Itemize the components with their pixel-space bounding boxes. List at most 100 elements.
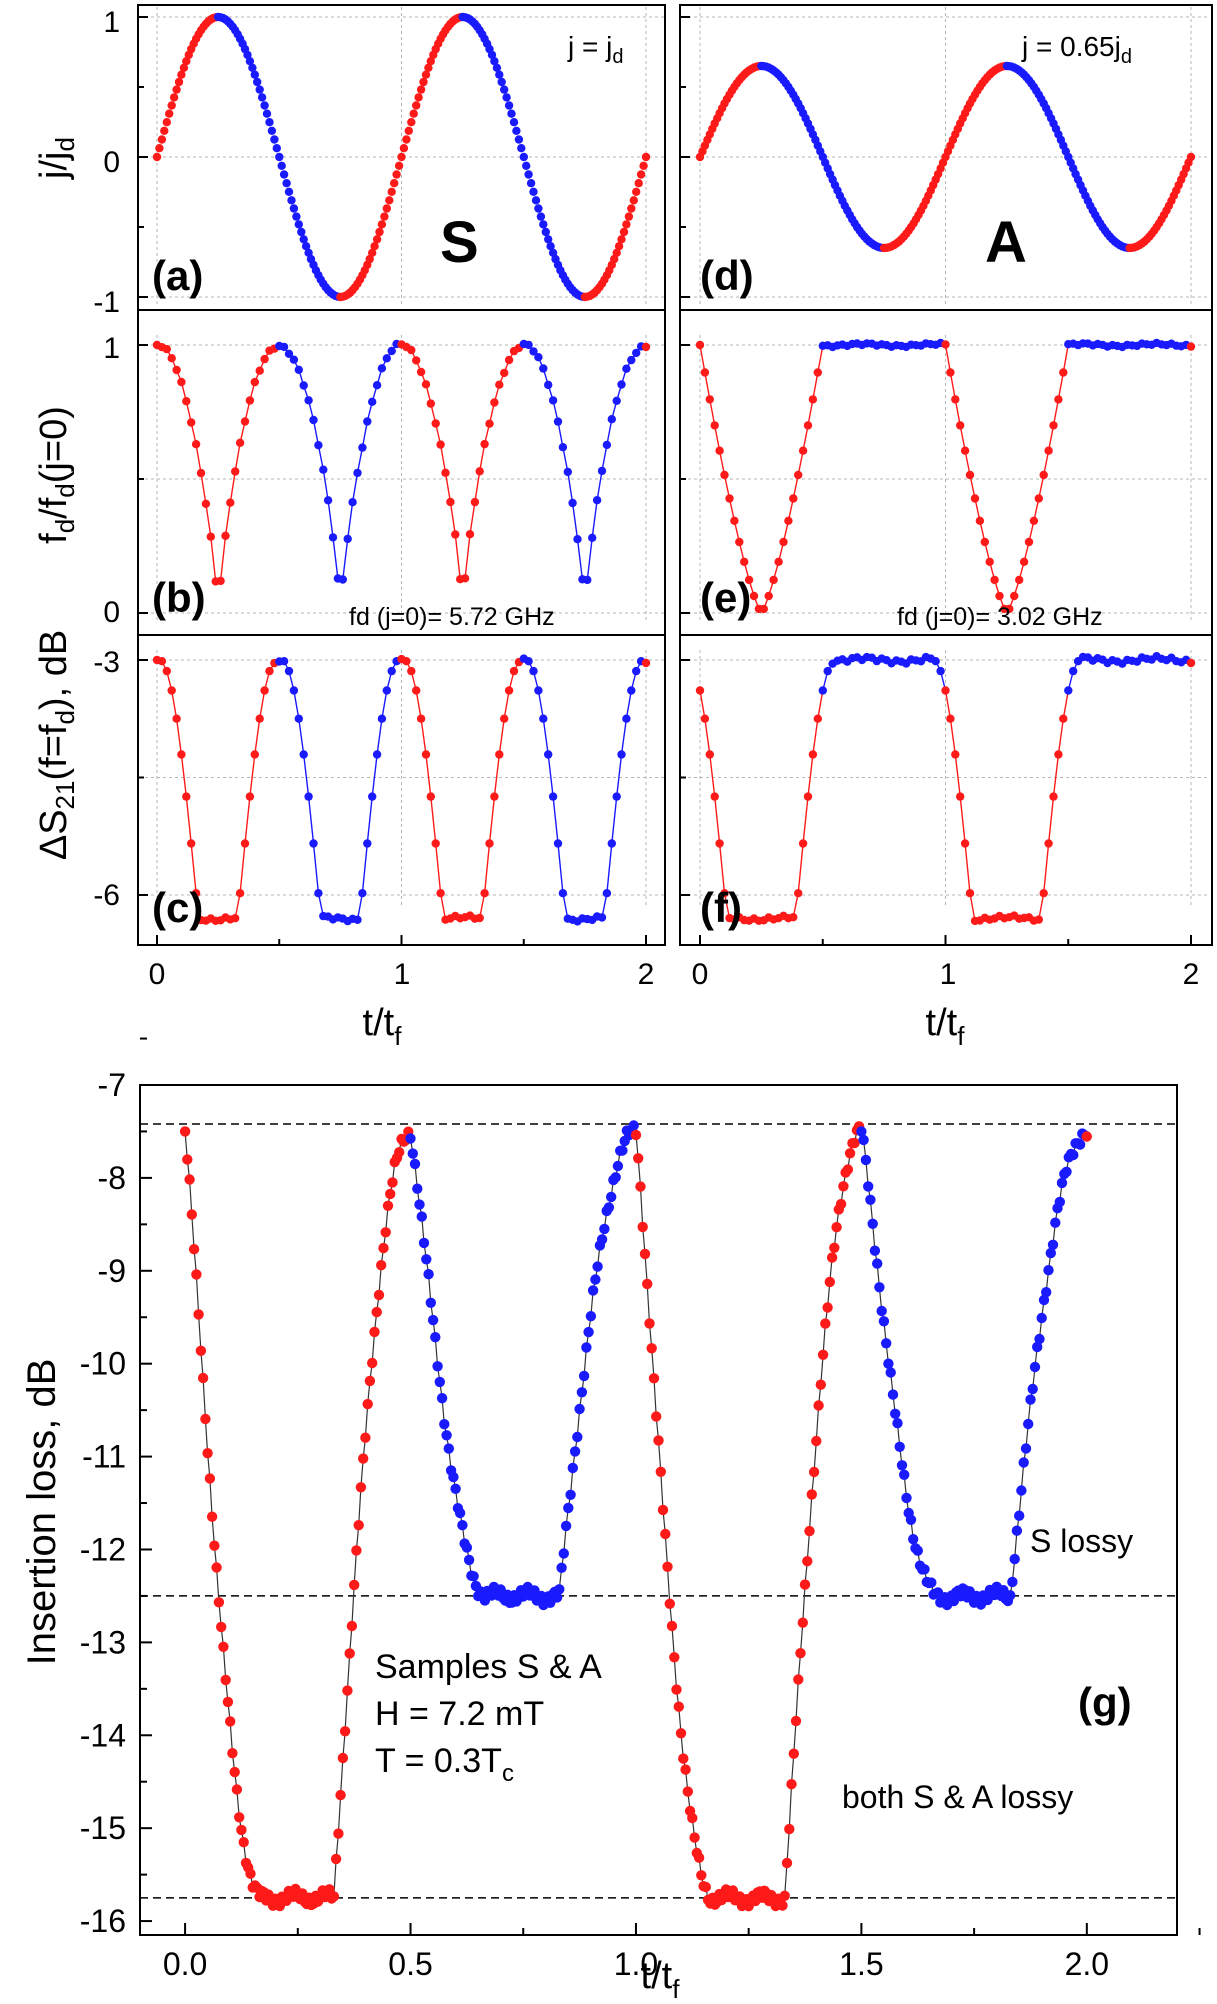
data-point-g-303: [863, 1181, 874, 1192]
data-point-f-20: [794, 889, 803, 898]
data-point-g-370: [1014, 1510, 1025, 1521]
data-point-a-194: [627, 204, 636, 213]
data-point-g-95: [394, 1147, 405, 1158]
data-point-g-382: [1041, 1287, 1052, 1298]
data-point-b-76: [524, 340, 533, 350]
data-point-e-1: [700, 368, 710, 377]
data-point-a-7: [169, 93, 179, 102]
series-line-c-2: [401, 658, 525, 921]
data-point-c-32: [309, 839, 318, 848]
data-point-g-19: [222, 1696, 234, 1708]
data-point-g-13: [209, 1540, 220, 1551]
data-point-g-72: [342, 1685, 353, 1696]
data-point-g-279: [808, 1466, 820, 1478]
data-point-c-66: [475, 913, 484, 923]
data-point-g-285: [822, 1302, 833, 1313]
data-point-g-84: [369, 1326, 380, 1338]
data-point-a-51: [277, 161, 286, 170]
data-point-c-45: [372, 750, 382, 759]
data-point-g-391: [1061, 1166, 1072, 1178]
g-xtick-label-1: 0.5: [388, 1946, 432, 1982]
data-point-b-86: [573, 535, 582, 544]
data-point-a-103: [404, 126, 413, 135]
data-point-c-6: [182, 792, 191, 801]
data-point-a-39: [248, 63, 257, 72]
data-point-g-377: [1029, 1361, 1041, 1373]
data-point-a-139: [492, 63, 502, 72]
data-point-b-79: [539, 364, 548, 373]
data-point-f-73: [1054, 750, 1063, 759]
data-point-g-280: [811, 1435, 822, 1447]
data-point-g-18: [220, 1674, 231, 1686]
data-point-c-21: [255, 714, 264, 723]
data-point-g-90: [382, 1200, 394, 1212]
data-point-g-178: [581, 1342, 592, 1353]
data-point-b-69: [490, 398, 499, 407]
data-point-g-24: [234, 1812, 245, 1823]
data-point-a-11: [179, 63, 189, 72]
data-point-b-33: [314, 441, 323, 450]
data-point-e-52: [951, 395, 960, 404]
legend-line-3: T = 0.3Tc: [375, 1742, 514, 1787]
data-point-f-100: [1186, 658, 1196, 668]
series-line-b-1: [279, 343, 402, 581]
data-marks: [140, 12, 1196, 1912]
data-point-b-18: [240, 417, 250, 426]
data-point-b-72: [504, 355, 514, 365]
data-point-g-205: [642, 1278, 653, 1290]
data-point-g-29: [245, 1868, 256, 1879]
data-point-f-48: [931, 657, 940, 666]
data-point-a-157: [536, 212, 546, 221]
data-point-e-7: [730, 516, 739, 525]
data-point-c-30: [299, 750, 308, 759]
data-point-e-15: [769, 575, 778, 585]
data-point-c-96: [622, 714, 631, 723]
data-point-g-23: [231, 1784, 243, 1795]
data-point-f-74: [1059, 714, 1068, 723]
data-point-g-180: [585, 1311, 597, 1322]
data-point-g-66: [328, 1891, 340, 1902]
data-point-g-21: [227, 1748, 238, 1759]
data-point-g-211: [655, 1466, 666, 1478]
data-point-g-20: [225, 1716, 236, 1727]
data-point-g-81: [362, 1398, 373, 1410]
xtick-f-2: 2: [1183, 958, 1200, 991]
data-point-f-3: [710, 792, 719, 801]
data-point-g-388: [1054, 1196, 1066, 1208]
data-point-a-56: [289, 204, 299, 213]
data-point-e-69: [1034, 494, 1044, 503]
xtick-f-0: 0: [692, 958, 709, 991]
data-point-g-9: [200, 1413, 211, 1425]
data-point-g-375: [1025, 1394, 1036, 1405]
data-point-g-318: [896, 1460, 908, 1471]
data-point-g-203: [637, 1221, 648, 1233]
data-point-g-304: [865, 1194, 876, 1206]
data-point-g-201: [633, 1153, 644, 1164]
g-ytick-label-5: -11: [82, 1439, 126, 1475]
data-point-g-67: [330, 1853, 342, 1865]
data-point-b-40: [348, 498, 357, 507]
data-point-c-94: [612, 792, 621, 801]
data-point-g-284: [820, 1318, 831, 1329]
data-point-a-87: [365, 254, 374, 264]
data-point-a-188: [612, 248, 621, 257]
data-point-a-156: [534, 204, 543, 213]
data-point-c-18: [240, 839, 250, 848]
data-point-e-74: [1059, 368, 1068, 377]
tick-marks: [138, 16, 1201, 1935]
data-point-g-188: [603, 1202, 615, 1213]
data-point-b-92: [602, 440, 612, 450]
data-point-a-158: [539, 220, 548, 229]
data-point-f-19: [789, 913, 798, 922]
data-point-a-93: [380, 212, 389, 221]
data-point-c-16: [231, 914, 240, 923]
data-point-g-120: [450, 1483, 461, 1495]
data-point-g-87: [376, 1260, 387, 1271]
data-point-g-276: [802, 1556, 813, 1567]
data-point-g-123: [457, 1520, 468, 1531]
data-point-c-3: [167, 686, 176, 695]
data-point-f-5: [720, 889, 729, 898]
data-point-a-44: [260, 101, 269, 110]
data-point-a-2: [157, 135, 167, 144]
data-point-g-128: [468, 1571, 479, 1582]
